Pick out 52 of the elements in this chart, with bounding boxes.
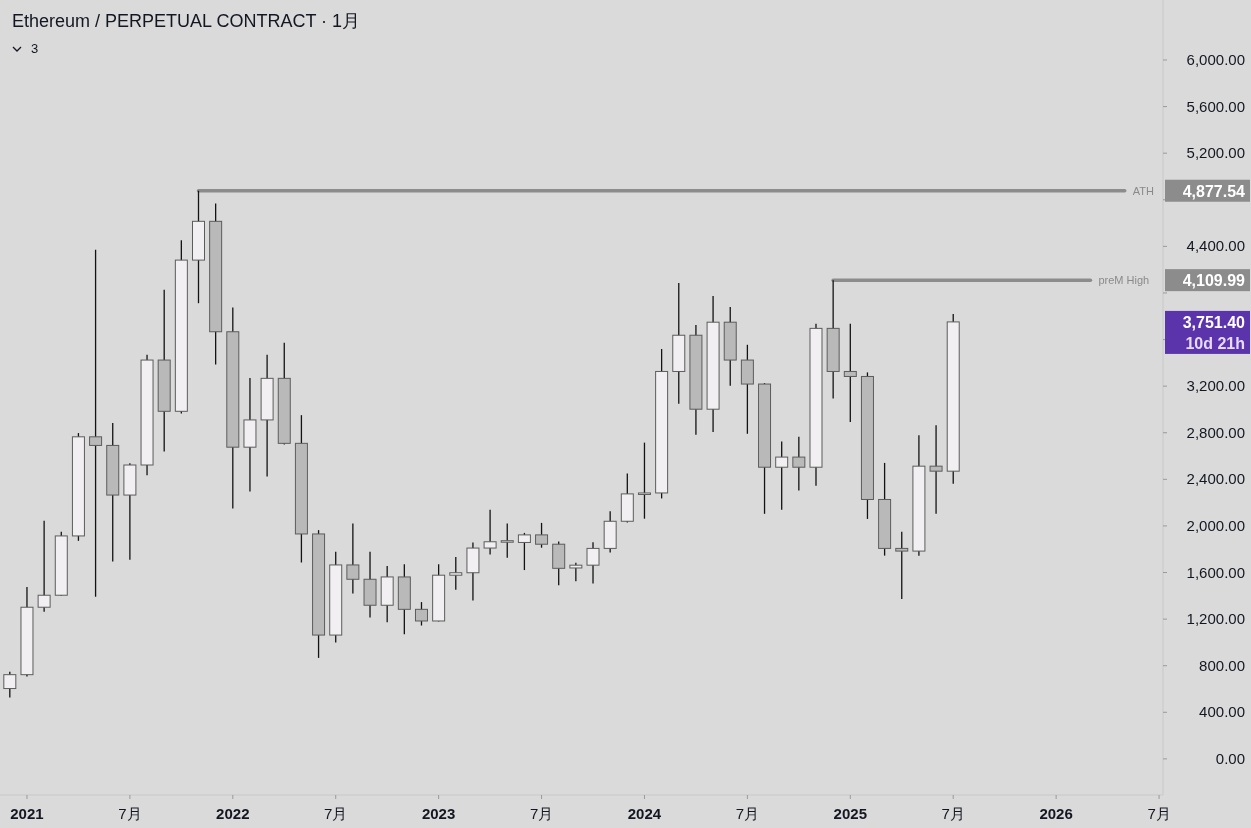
candlestick [346,522,360,595]
series-label: ATH [1132,184,1154,197]
candlestick [3,670,17,699]
candlestick [843,323,857,423]
y-tick-label: 0.00 [1215,749,1245,767]
text: 4,109.99 [1182,272,1246,290]
candlestick [535,522,549,549]
y-tick-label: 800.00 [1199,656,1245,674]
y-tick-label: 400.00 [1199,703,1245,721]
candlestick [37,520,51,613]
candlestick [569,562,583,583]
x-tick-label: 2026 [1039,805,1073,822]
candlestick [792,436,806,492]
x-tick-label: 7月 [941,805,965,822]
candlestick [414,601,428,627]
text: 10d 21h [1185,334,1245,352]
x-tick-label: 2025 [833,805,867,822]
y-tick-label: 5,600.00 [1186,97,1245,115]
x-tick-label: 2024 [627,805,662,822]
y-tick-label: 6,000.00 [1186,50,1245,68]
candlestick [586,541,600,585]
text: Ethereum / PERPETUAL CONTRACT · 1月 [12,11,361,31]
y-tick-label: 3,200.00 [1186,377,1245,395]
y-tick-label: 4,400.00 [1186,237,1245,255]
y-tick-label: 2,400.00 [1186,470,1245,488]
candlestick [517,532,531,571]
text: 4,877.54 [1182,182,1246,200]
x-tick-label: 7月 [529,805,554,822]
candlestick [740,344,754,435]
x-tick-label: 7月 [1147,805,1171,822]
x-tick-label: 2022 [216,805,250,822]
y-tick-label: 1,600.00 [1186,563,1245,581]
candlestick [637,441,651,520]
y-tick-label: 2,000.00 [1186,516,1245,534]
x-tick-label: 7月 [118,805,142,822]
y-tick-label: 1,200.00 [1186,610,1245,628]
x-tick-label: 2023 [421,805,456,822]
x-tick-label: 2021 [10,805,44,822]
candlestick [895,531,909,600]
candlestick [449,556,463,591]
candlestick [500,522,514,559]
x-tick-label: 7月 [324,805,348,822]
y-tick-label: 2,800.00 [1186,423,1245,441]
candlestick [483,509,497,556]
text: 3,751.40 [1182,313,1246,331]
candlestick [929,424,943,515]
y-tick-label: 5,200.00 [1186,144,1245,162]
x-tick-label: 7月 [735,805,760,822]
annotation: 3 [31,41,39,56]
series-label: preM High [1098,274,1150,287]
candlestick [89,249,103,598]
candlestick [775,440,789,511]
